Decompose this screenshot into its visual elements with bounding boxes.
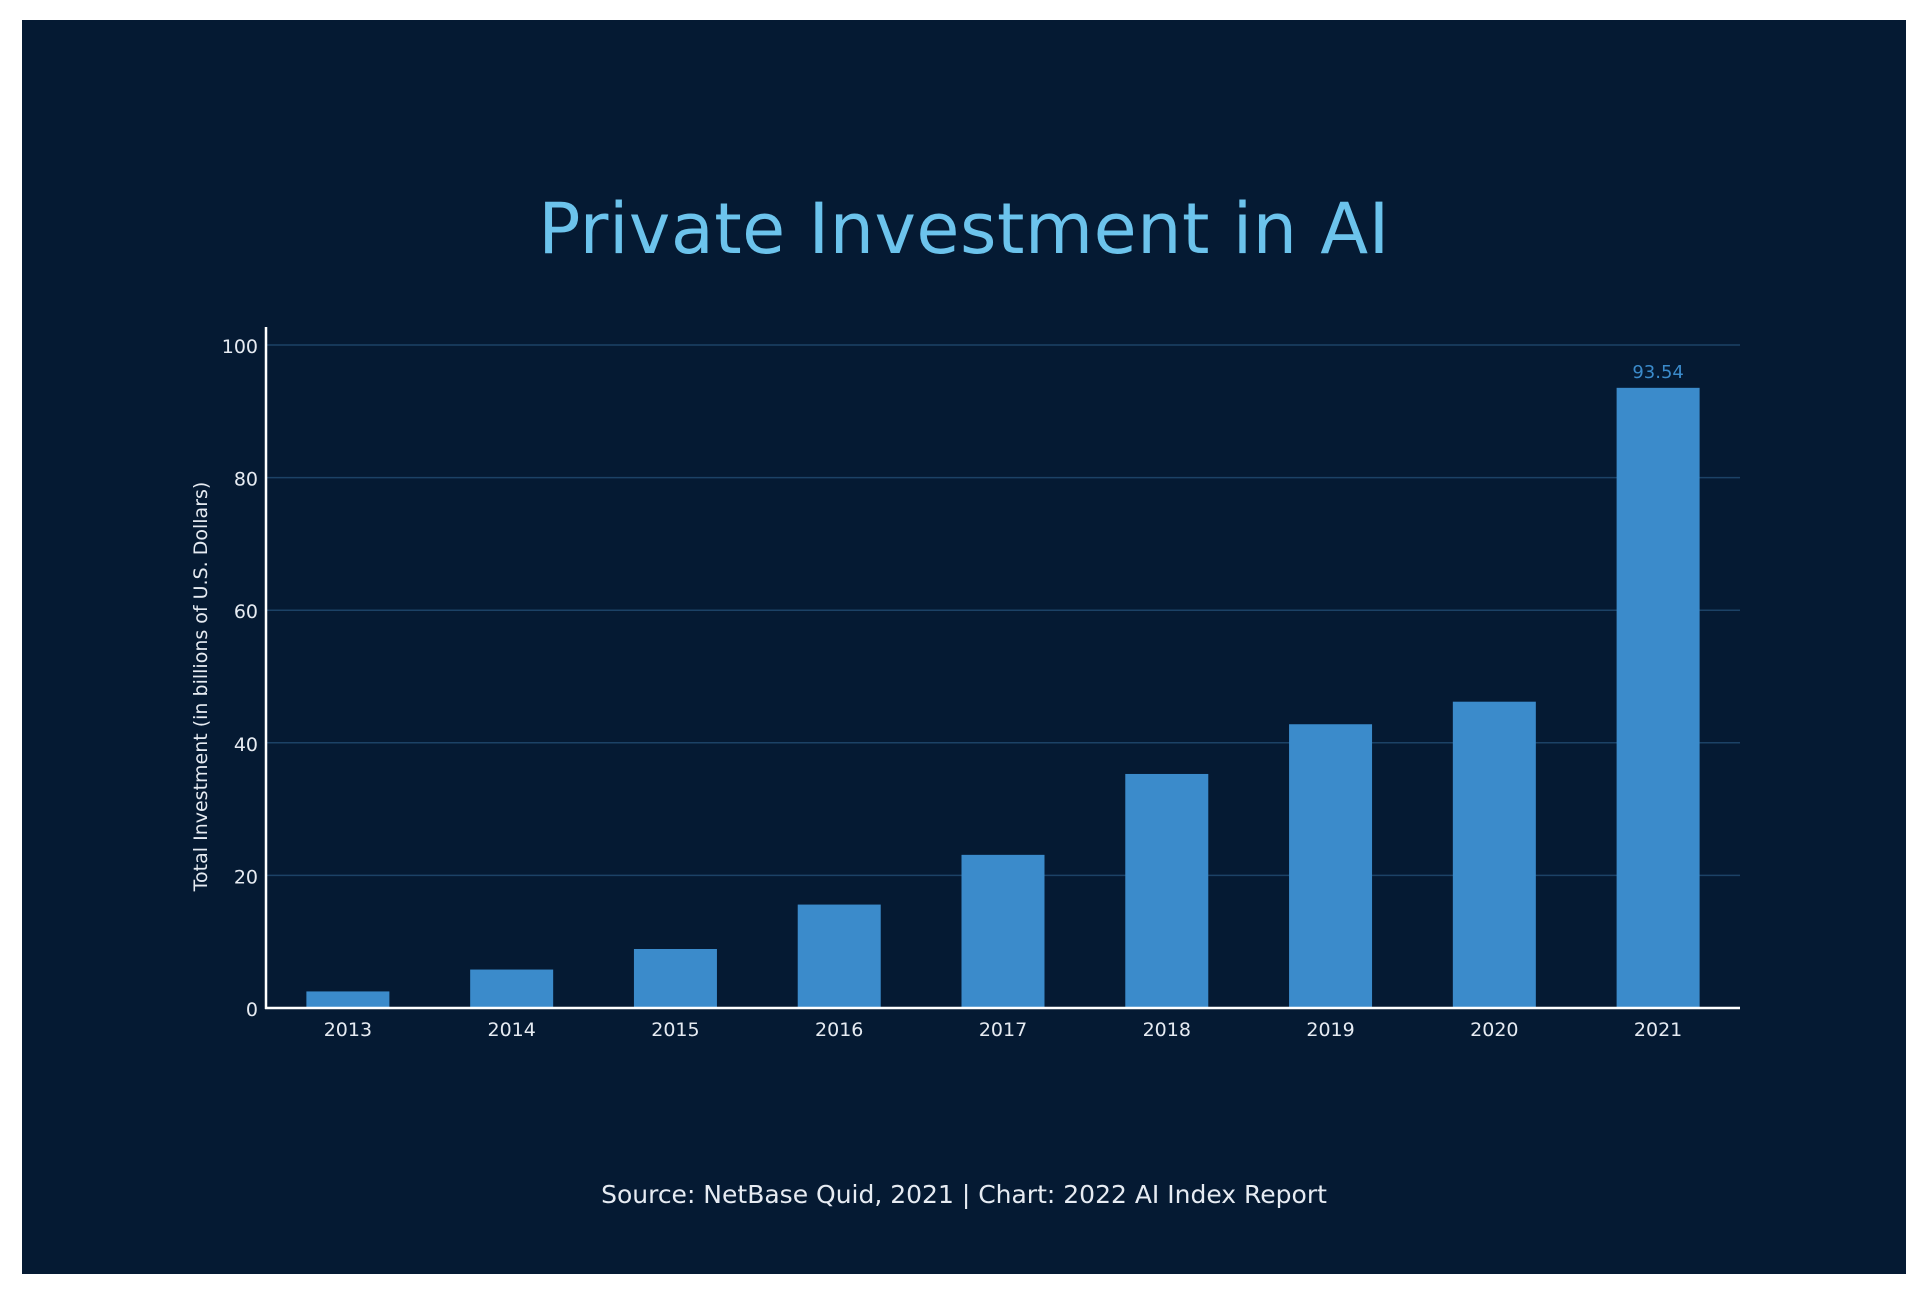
x-tick-label-2016: 2016 bbox=[815, 1019, 863, 1041]
x-tick-label-2013: 2013 bbox=[324, 1019, 372, 1041]
bars bbox=[306, 387, 1700, 1008]
x-tick-label-2017: 2017 bbox=[979, 1019, 1027, 1041]
source-caption: Source: NetBase Quid, 2021 | Chart: 2022… bbox=[601, 1180, 1327, 1209]
bar-chart: 0 20 40 60 80 100 2013 2014 2015 2016 2017 2018 2019… bbox=[190, 327, 1740, 1041]
x-tick-label-2020: 2020 bbox=[1470, 1019, 1518, 1041]
x-tick-label-2015: 2015 bbox=[651, 1019, 699, 1041]
bar-2018 bbox=[1125, 773, 1209, 1008]
x-tick-label-2019: 2019 bbox=[1306, 1019, 1354, 1041]
y-tick-label-40: 40 bbox=[234, 734, 258, 756]
bar-2013 bbox=[306, 991, 390, 1008]
data-label-2021: 93.54 bbox=[1632, 362, 1684, 383]
bar-2016 bbox=[797, 904, 881, 1008]
bar-2014 bbox=[470, 969, 554, 1008]
chart-title: Private Investment in AI bbox=[538, 188, 1390, 270]
x-tick-label-2018: 2018 bbox=[1143, 1019, 1191, 1041]
bar-2019 bbox=[1289, 724, 1373, 1008]
bar-2021 bbox=[1616, 387, 1700, 1008]
chart-frame: Private Investment in AI 0 20 40 60 80 100 201… bbox=[22, 20, 1906, 1274]
y-tick-label-60: 60 bbox=[234, 601, 258, 623]
y-axis-label: Total Investment (in billions of U.S. Do… bbox=[190, 482, 212, 893]
bar-2017 bbox=[961, 854, 1045, 1008]
axes bbox=[264, 327, 1740, 1010]
bar-2020 bbox=[1452, 701, 1536, 1008]
x-tick-label-2014: 2014 bbox=[487, 1019, 535, 1041]
labels: 0 20 40 60 80 100 2013 2014 2015 2016 2017 2018 2019… bbox=[190, 336, 1684, 1041]
y-tick-label-100: 100 bbox=[222, 336, 258, 358]
bar-2015 bbox=[633, 948, 717, 1008]
x-tick-label-2021: 2021 bbox=[1634, 1019, 1682, 1041]
y-tick-label-0: 0 bbox=[246, 999, 258, 1021]
y-tick-label-80: 80 bbox=[234, 469, 258, 491]
y-tick-label-20: 20 bbox=[234, 866, 258, 888]
